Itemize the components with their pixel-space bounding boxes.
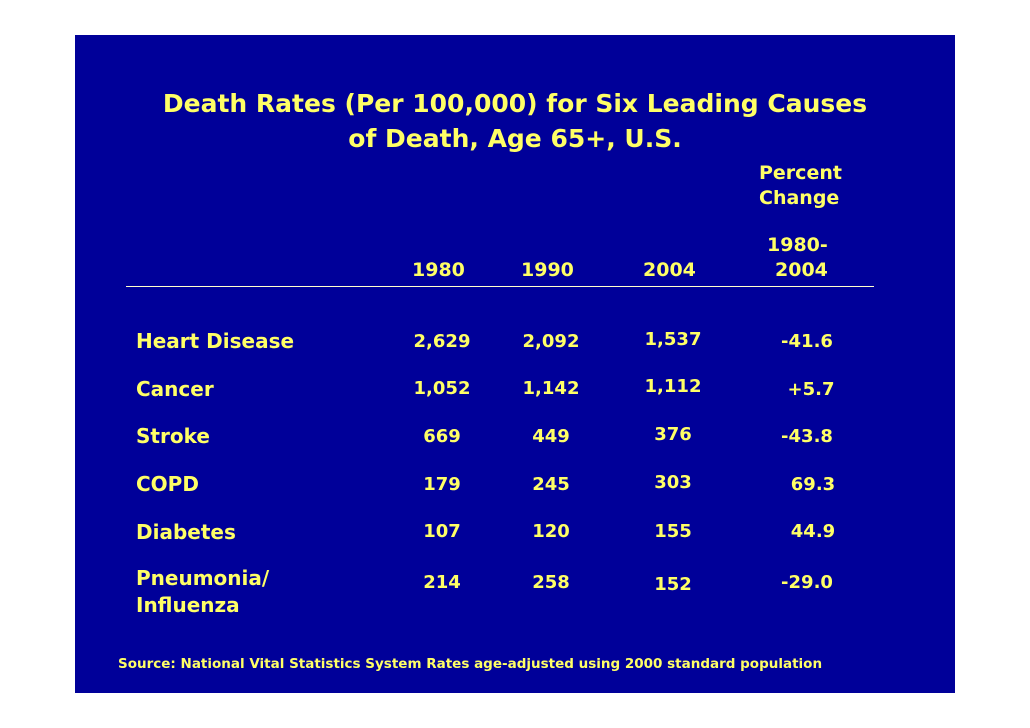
cell-cancer-change: +5.7 [787, 379, 835, 400]
cell-diabetes-1990: 120 [532, 521, 570, 542]
cell-stroke-1990: 449 [532, 426, 570, 447]
cell-heart-disease-2004: 1,537 [644, 329, 702, 350]
range-header-line-2: 2004 [775, 259, 828, 281]
cell-stroke-1980: 669 [423, 426, 461, 447]
slide-title-line-1: Death Rates (Per 100,000) for Six Leadin… [162, 89, 868, 118]
slide: Death Rates (Per 100,000) for Six Leadin… [75, 35, 955, 693]
header-divider [126, 286, 874, 287]
cell-pneumonia-1990: 258 [532, 572, 570, 593]
cell-copd-1990: 245 [532, 474, 570, 495]
row-label-heart-disease: Heart Disease [136, 329, 295, 353]
row-label-stroke: Stroke [136, 424, 210, 448]
cell-diabetes-change: 44.9 [790, 521, 836, 542]
cell-copd-1980: 179 [423, 474, 461, 495]
cell-cancer-1980: 1,052 [413, 378, 471, 399]
cell-heart-disease-change: -41.6 [781, 331, 833, 352]
cell-copd-change: 69.3 [790, 474, 836, 495]
cell-copd-2004: 303 [654, 472, 692, 493]
range-header-line-1: 1980- [767, 234, 828, 256]
column-header-1990: 1990 [521, 259, 574, 281]
row-label-cancer: Cancer [136, 377, 214, 401]
column-header-2004: 2004 [643, 259, 696, 281]
cell-cancer-2004: 1,112 [644, 376, 702, 397]
cell-heart-disease-1980: 2,629 [413, 331, 471, 352]
cell-cancer-1990: 1,142 [522, 378, 580, 399]
row-label-pneumonia: Pneumonia/ [136, 566, 270, 590]
cell-diabetes-1980: 107 [423, 521, 461, 542]
cell-pneumonia-1980: 214 [423, 572, 461, 593]
cell-heart-disease-1990: 2,092 [522, 331, 580, 352]
cell-stroke-change: -43.8 [781, 426, 833, 447]
row-label-influenza: Influenza [136, 593, 240, 617]
source-note: Source: National Vital Statistics System… [118, 656, 823, 672]
row-label-copd: COPD [136, 472, 199, 496]
slide-title-line-2: of Death, Age 65+, U.S. [348, 124, 682, 153]
column-header-1980: 1980 [412, 259, 465, 281]
cell-stroke-2004: 376 [654, 424, 692, 445]
percent-change-header-line-2: Change [759, 187, 840, 209]
cell-pneumonia-change: -29.0 [781, 572, 833, 593]
percent-change-header-line-1: Percent [759, 162, 842, 184]
row-label-diabetes: Diabetes [136, 520, 236, 544]
cell-diabetes-2004: 155 [654, 521, 692, 542]
cell-pneumonia-2004: 152 [654, 574, 692, 595]
